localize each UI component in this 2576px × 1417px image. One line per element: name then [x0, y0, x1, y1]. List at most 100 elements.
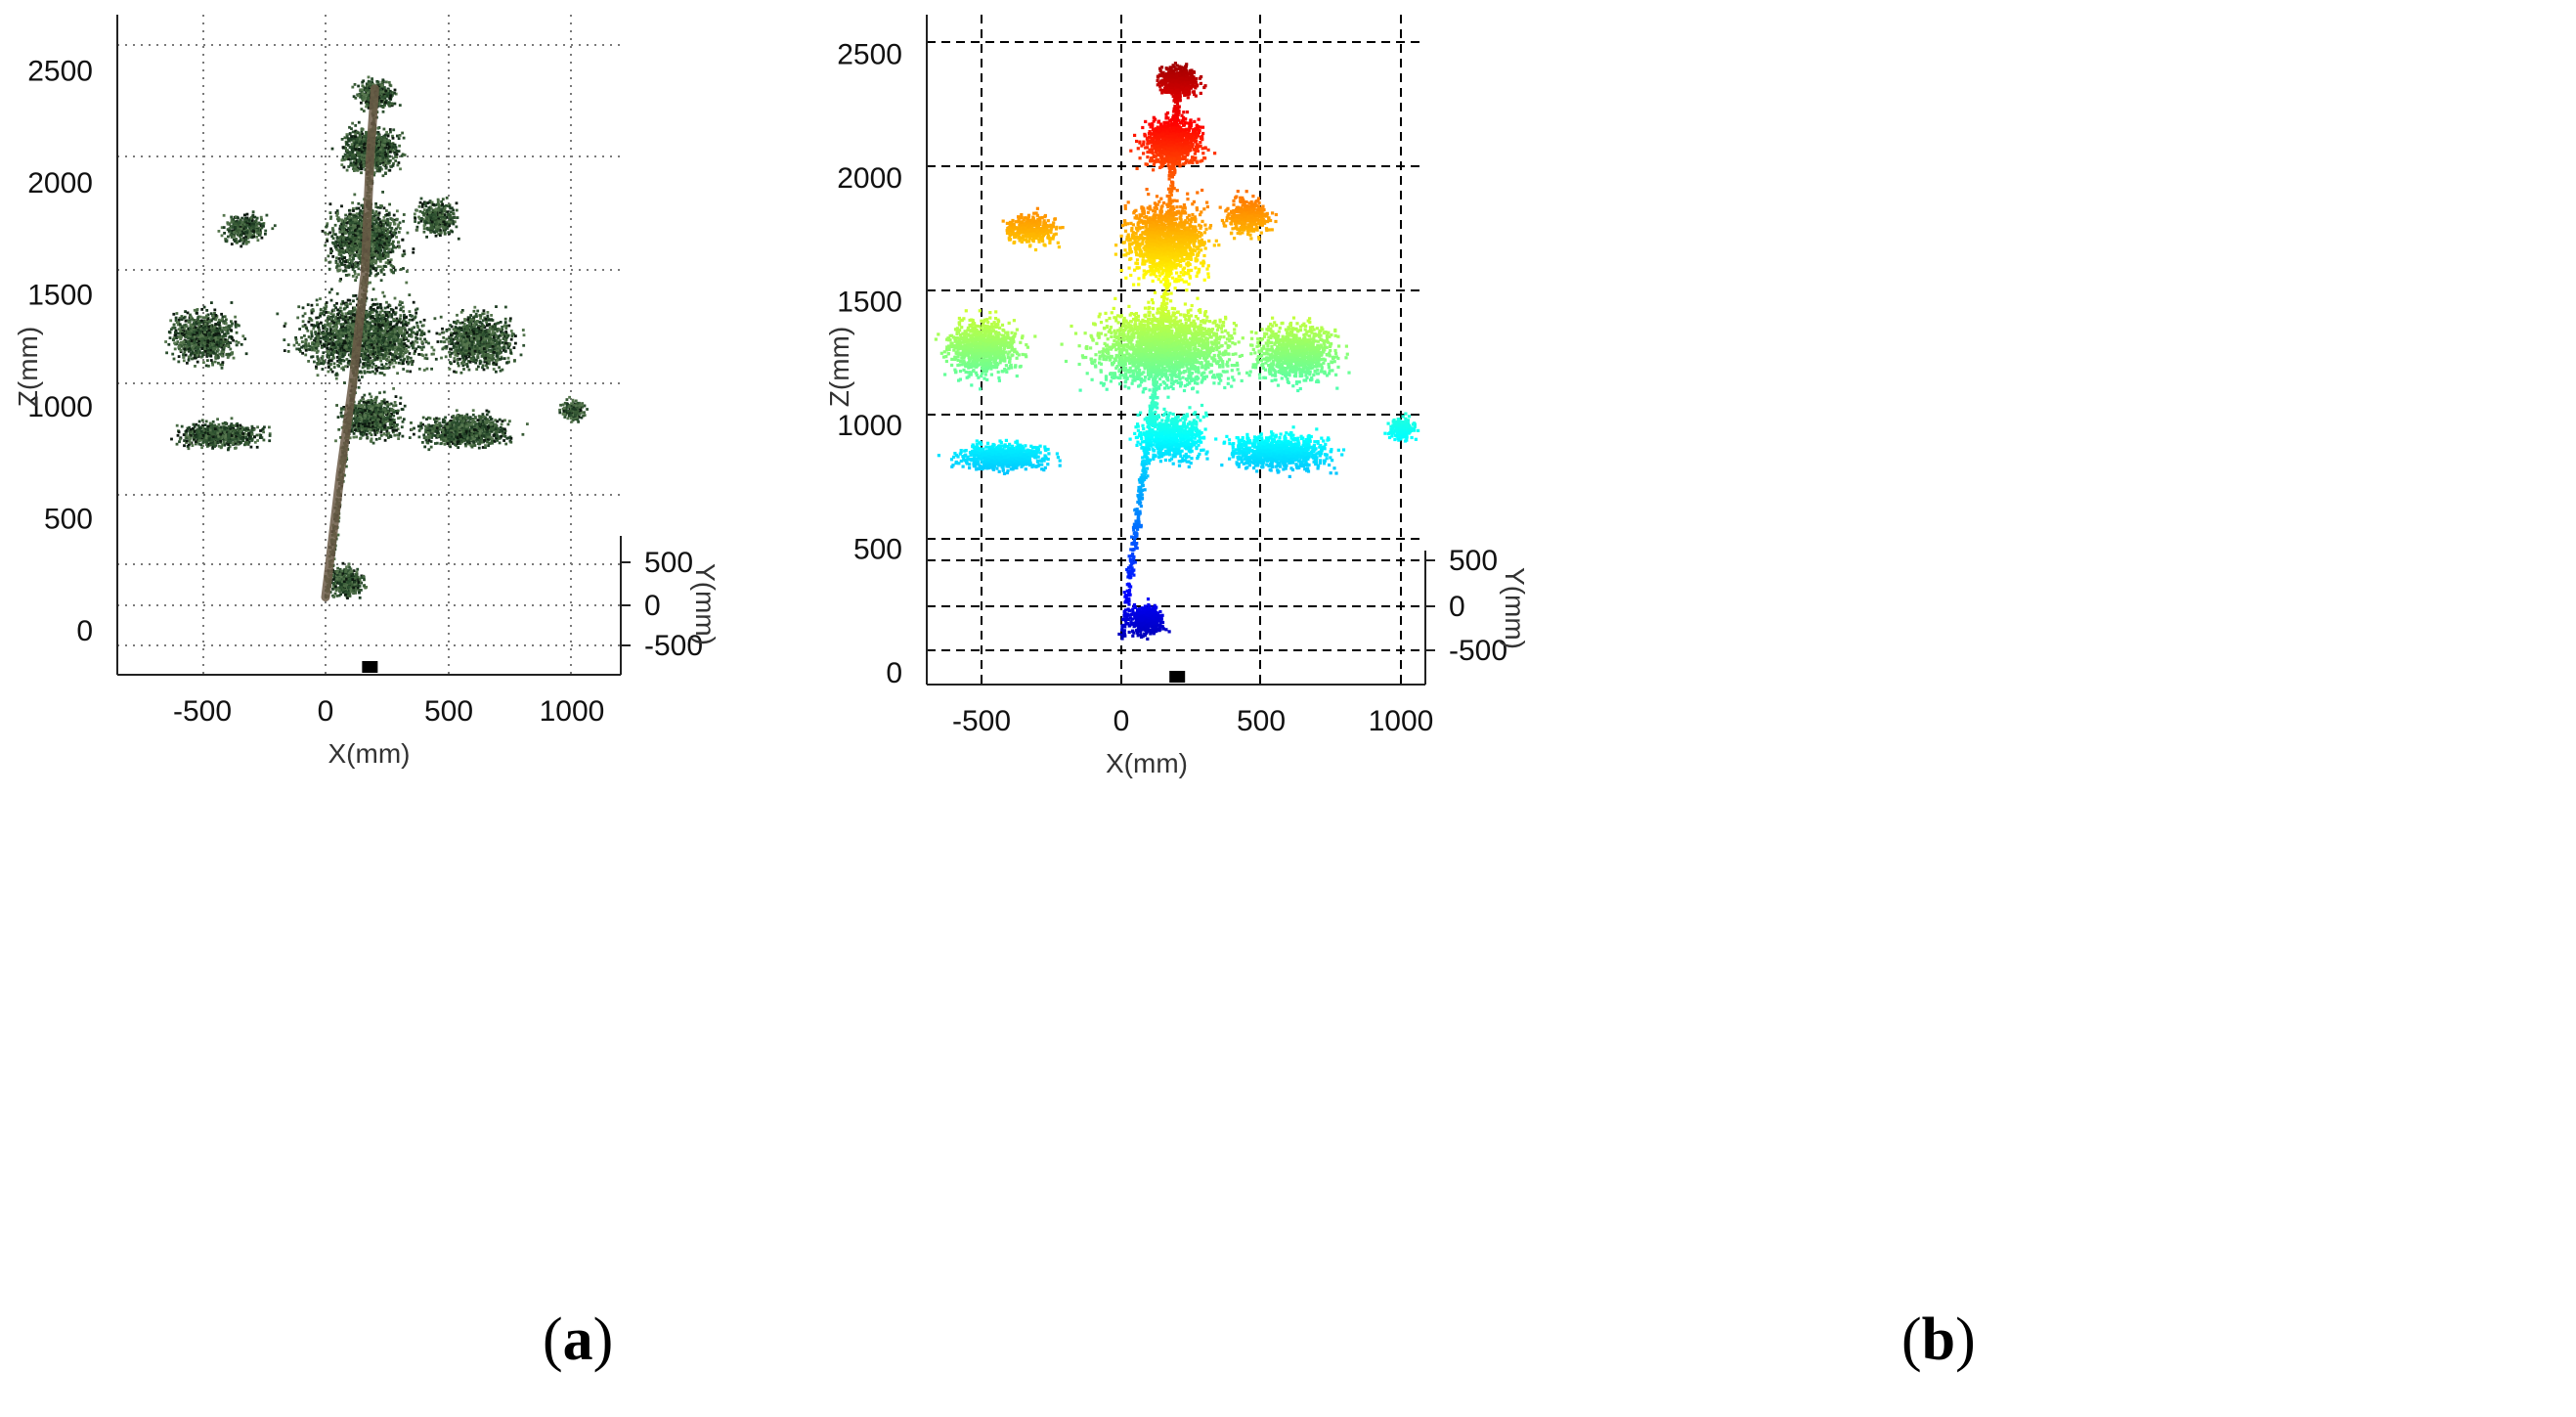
data-point — [375, 423, 379, 427]
data-point — [220, 343, 223, 347]
data-point — [354, 409, 358, 412]
data-point — [402, 368, 406, 371]
data-point — [196, 353, 199, 357]
data-point — [459, 420, 463, 422]
data-point — [211, 363, 214, 367]
data-point — [345, 577, 348, 581]
data-point — [348, 565, 351, 569]
data-point — [345, 332, 349, 335]
data-point — [439, 424, 442, 427]
data-point — [443, 431, 447, 435]
data-point — [200, 334, 204, 337]
data-point — [208, 421, 212, 425]
data-point — [217, 318, 221, 322]
data-point — [336, 575, 339, 579]
data-point — [348, 593, 352, 597]
data-point — [566, 405, 569, 409]
data-point — [462, 420, 465, 423]
data-point — [179, 334, 183, 338]
data-point — [172, 323, 176, 327]
data-point — [379, 434, 383, 437]
data-point — [244, 441, 247, 444]
data-point — [415, 340, 419, 344]
data-point — [213, 360, 217, 364]
data-point — [501, 431, 504, 435]
data-point — [405, 315, 408, 319]
data-point — [347, 563, 351, 566]
data-point — [476, 438, 480, 442]
data-point — [191, 351, 194, 355]
data-point — [225, 318, 228, 322]
data-point — [366, 435, 370, 439]
data-point — [193, 308, 196, 312]
data-point — [401, 333, 404, 337]
data-point — [470, 427, 473, 430]
data-point — [415, 331, 419, 334]
data-point — [433, 317, 437, 321]
data-point — [385, 433, 389, 437]
data-point — [337, 581, 341, 585]
data-point — [389, 402, 393, 406]
data-point — [189, 316, 193, 319]
data-point — [335, 404, 338, 407]
data-point — [504, 442, 508, 446]
data-point — [380, 333, 384, 336]
data-point — [193, 335, 196, 338]
data-point — [387, 412, 391, 416]
data-point — [379, 428, 383, 432]
data-point — [232, 434, 236, 438]
data-point — [345, 565, 348, 569]
data-point — [196, 320, 200, 323]
data-point — [572, 403, 576, 407]
data-point — [231, 351, 234, 355]
data-point — [403, 316, 407, 320]
data-point — [227, 354, 231, 358]
data-point — [372, 405, 376, 408]
data-point — [207, 438, 211, 441]
data-point — [256, 439, 259, 442]
data-point — [189, 442, 193, 445]
data-point — [483, 417, 487, 421]
data-point — [211, 338, 215, 342]
data-point — [317, 316, 321, 320]
data-point — [358, 408, 362, 412]
data-point — [470, 425, 474, 429]
data-point — [408, 293, 412, 296]
data-point — [354, 592, 358, 595]
data-point — [346, 591, 350, 595]
data-point — [379, 403, 383, 407]
data-point — [434, 357, 438, 361]
data-point — [206, 313, 210, 317]
data-point — [400, 408, 404, 411]
data-point — [475, 437, 479, 441]
data-point — [371, 408, 374, 412]
data-point — [193, 437, 196, 441]
data-point — [217, 434, 220, 438]
data-point — [196, 316, 200, 319]
data-point — [342, 580, 346, 583]
data-point — [422, 318, 426, 322]
data-point — [229, 334, 232, 338]
data-point — [424, 353, 428, 357]
data-point — [262, 430, 265, 434]
data-point — [372, 428, 376, 432]
data-point — [362, 397, 366, 401]
data-point — [215, 425, 219, 428]
data-point — [234, 325, 238, 329]
data-point — [378, 423, 382, 426]
data-point — [392, 423, 396, 426]
data-point — [354, 423, 358, 426]
data-point — [332, 596, 335, 598]
data-point — [429, 440, 433, 443]
data-point — [342, 301, 345, 305]
data-point — [259, 429, 262, 432]
data-point — [456, 442, 459, 445]
data-point — [496, 420, 500, 423]
data-point — [309, 336, 313, 340]
data-point — [301, 306, 305, 310]
data-point — [336, 313, 340, 317]
data-point — [481, 439, 485, 443]
data-point — [164, 340, 167, 343]
data-point — [354, 294, 358, 297]
data-point — [187, 336, 190, 340]
